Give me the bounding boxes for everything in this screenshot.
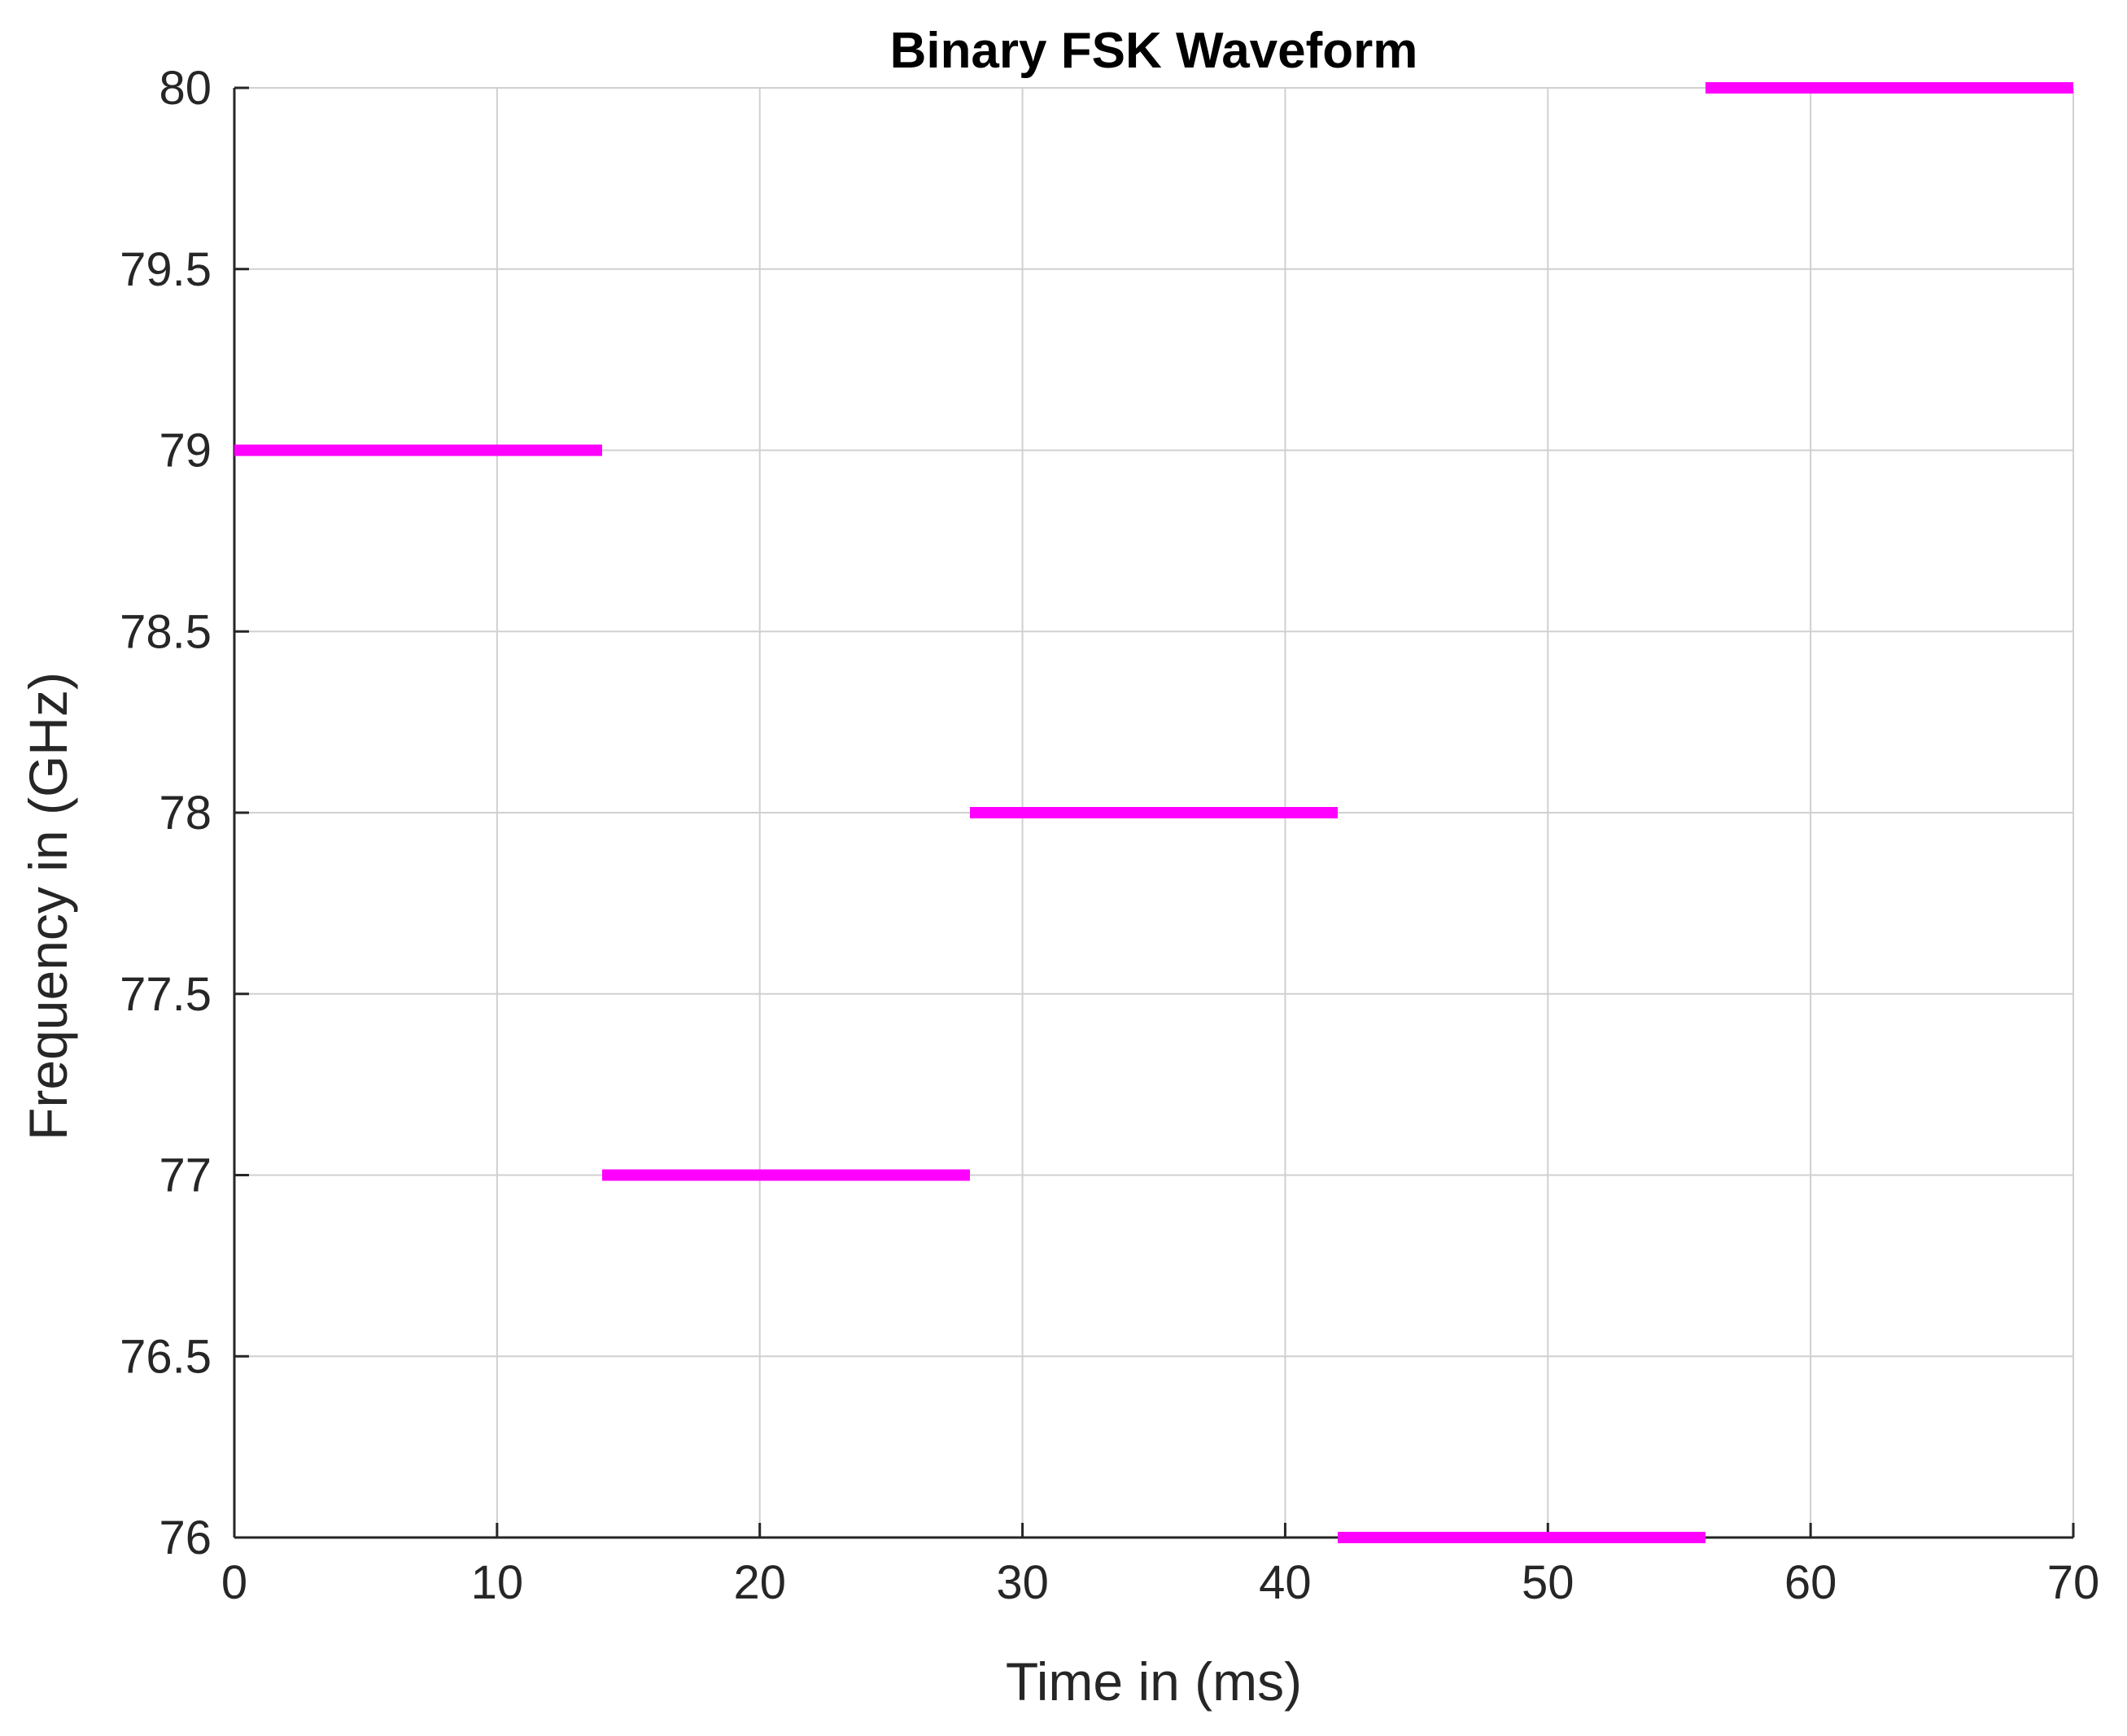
series — [234, 82, 2073, 1543]
y-tick-label-3: 77.5 — [120, 968, 212, 1021]
y-tick-label-7: 79.5 — [120, 243, 212, 296]
ticks: 0 10 20 30 40 50 60 70 76 76.5 77 77.5 78 78.5 79 79.5 8… — [120, 62, 2099, 1609]
y-tick-label-8: 80 — [159, 62, 212, 115]
y-tick-label-5: 78.5 — [120, 605, 212, 658]
y-tick-label-4: 78 — [159, 787, 212, 840]
chart-title: Binary FSK Waveform — [890, 23, 1418, 79]
y-tick-label-0: 76 — [159, 1511, 212, 1564]
x-tick-label-6: 60 — [1784, 1556, 1837, 1609]
x-tick-label-5: 50 — [1522, 1556, 1575, 1609]
x-tick-label-4: 40 — [1259, 1556, 1312, 1609]
x-tick-label-2: 20 — [733, 1556, 786, 1609]
y-tick-label-6: 79 — [159, 425, 212, 478]
x-tick-label-7: 70 — [2047, 1556, 2100, 1609]
y-axis-label: Frequency in (GHz) — [18, 672, 78, 1141]
x-tick-label-0: 0 — [221, 1556, 247, 1609]
y-tick-label-2: 77 — [159, 1149, 212, 1202]
x-axis-label: Time in (ms) — [1006, 1651, 1302, 1712]
x-tick-label-3: 30 — [996, 1556, 1049, 1609]
x-tick-label-1: 10 — [471, 1556, 524, 1609]
y-tick-label-1: 76.5 — [120, 1330, 212, 1383]
